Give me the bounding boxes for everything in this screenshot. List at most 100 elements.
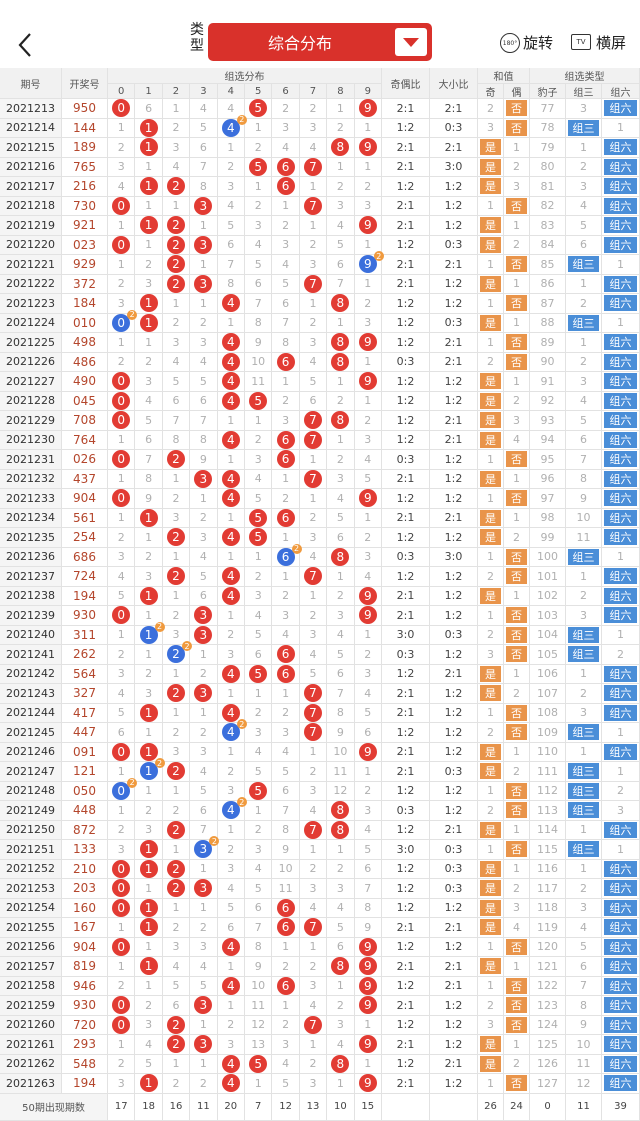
draw-number: 946 bbox=[62, 976, 108, 996]
hit-ball: 3 bbox=[194, 879, 213, 898]
sum-cell: 1 bbox=[504, 742, 530, 762]
hit-ball: 7 bbox=[303, 684, 322, 703]
sum-cell: 否 bbox=[504, 118, 530, 138]
rotate-icon[interactable]: 180° bbox=[500, 33, 520, 53]
type-cell: 6 bbox=[566, 957, 602, 977]
dist-cell: 1 bbox=[217, 684, 245, 704]
sum-flag: 是 bbox=[480, 275, 501, 292]
hit-ball: 4 bbox=[221, 333, 240, 352]
sum-flag: 是 bbox=[480, 158, 501, 175]
footer-count: 16 bbox=[162, 1093, 191, 1121]
rotate-text[interactable]: 旋转 bbox=[523, 34, 554, 52]
dist-cell: 1 bbox=[162, 703, 191, 723]
type-cell: 81 bbox=[530, 177, 566, 197]
type-cell: 组三 bbox=[566, 547, 602, 567]
dist-cell: 1 bbox=[354, 1054, 382, 1074]
sum-cell: 1 bbox=[504, 820, 530, 840]
dist-cell: 1 bbox=[108, 625, 136, 645]
type-cell: 1 bbox=[602, 723, 640, 743]
draw-number: 262 bbox=[62, 645, 108, 665]
footer-count: 24 bbox=[504, 1093, 530, 1121]
hit-ball: 8 bbox=[331, 801, 350, 820]
dist-cell: 8 bbox=[272, 820, 300, 840]
odd-even: 1:2 bbox=[382, 528, 430, 548]
dist-cell: 1 bbox=[108, 469, 136, 489]
hit-ball: 2 bbox=[166, 450, 185, 469]
dist-cell: 1 bbox=[217, 313, 245, 333]
type-cell: 114 bbox=[530, 820, 566, 840]
dist-cell: 2 bbox=[162, 684, 191, 704]
big-small: 2:1 bbox=[430, 255, 478, 275]
dist-cell: 1 bbox=[217, 996, 245, 1016]
dist-cell: 4 bbox=[299, 547, 328, 567]
type-flag: 组六 bbox=[604, 880, 637, 897]
dist-cell: 6 bbox=[272, 294, 300, 314]
hit-ball: 9 bbox=[358, 957, 377, 976]
landscape-text[interactable]: 横屏 bbox=[596, 34, 627, 52]
sum-flag: 是 bbox=[480, 412, 501, 429]
sum-cell: 1 bbox=[478, 294, 504, 314]
type-cell: 1 bbox=[566, 138, 602, 158]
dist-cell: 7 bbox=[272, 313, 300, 333]
big-small: 2:1 bbox=[430, 411, 478, 431]
dist-cell: 3 bbox=[245, 586, 273, 606]
dist-cell: 1 bbox=[108, 255, 136, 275]
sum-cell: 1 bbox=[504, 508, 530, 528]
draw-number: 417 bbox=[62, 703, 108, 723]
type-flag: 组六 bbox=[604, 100, 637, 117]
dist-cell: 2 bbox=[190, 723, 218, 743]
dist-cell: 7 bbox=[299, 469, 328, 489]
sum-cell: 1 bbox=[504, 469, 530, 489]
sum-cell: 1 bbox=[478, 547, 504, 567]
period: 2021240 bbox=[0, 625, 62, 645]
dist-cell: 2 bbox=[354, 411, 382, 431]
dist-cell: 4 bbox=[327, 216, 355, 236]
type-selector[interactable]: 综合分布 bbox=[208, 23, 432, 61]
odd-even: 2:1 bbox=[382, 1074, 430, 1094]
type-flag: 组六 bbox=[604, 236, 637, 253]
dist-cell: 9 bbox=[272, 840, 300, 860]
odd-even: 2:1 bbox=[382, 1035, 430, 1055]
type-cell: 组六 bbox=[602, 606, 640, 626]
draw-number: 950 bbox=[62, 99, 108, 119]
dist-cell: 0 bbox=[108, 1015, 136, 1035]
hit-ball: 2 bbox=[166, 235, 185, 254]
dist-cell: 2 bbox=[135, 255, 163, 275]
dist-cell: 1 bbox=[190, 859, 218, 879]
dist-cell: 7 bbox=[299, 1015, 328, 1035]
dist-cell: 2 bbox=[327, 859, 355, 879]
hit-ball: 2 bbox=[166, 528, 185, 547]
sum-flag: 否 bbox=[506, 997, 527, 1014]
hit-ball: 4 bbox=[221, 352, 240, 371]
type-flag: 组三 bbox=[568, 841, 599, 858]
period: 2021216 bbox=[0, 157, 62, 177]
type-cell: 1 bbox=[566, 859, 602, 879]
dist-cell: 2 bbox=[272, 489, 300, 509]
tv-icon[interactable]: TV bbox=[571, 34, 591, 50]
type-cell: 93 bbox=[530, 411, 566, 431]
back-button[interactable] bbox=[14, 32, 36, 58]
dist-cell: 4 bbox=[190, 957, 218, 977]
type-cell: 组六 bbox=[602, 235, 640, 255]
dist-cell: 1 bbox=[190, 216, 218, 236]
dist-cell: 11 bbox=[245, 996, 273, 1016]
odd-even: 1:2 bbox=[382, 372, 430, 392]
sum-cell: 2 bbox=[504, 528, 530, 548]
dist-cell: 4 bbox=[217, 976, 245, 996]
footer-count: 20 bbox=[217, 1093, 245, 1121]
type-flag: 组六 bbox=[604, 1075, 637, 1092]
hit-ball: 4 bbox=[221, 469, 240, 488]
draw-number: 144 bbox=[62, 118, 108, 138]
dist-cell: 6 bbox=[245, 645, 273, 665]
draw-number: 730 bbox=[62, 196, 108, 216]
dist-cell: 6 bbox=[272, 352, 300, 372]
sum-cell: 是 bbox=[478, 508, 504, 528]
hit-ball: 8 bbox=[331, 411, 350, 430]
dist-cell: 4 bbox=[299, 138, 328, 158]
period: 2021234 bbox=[0, 508, 62, 528]
dist-cell: 1 bbox=[245, 684, 273, 704]
period: 2021254 bbox=[0, 898, 62, 918]
type-cell: 124 bbox=[530, 1015, 566, 1035]
